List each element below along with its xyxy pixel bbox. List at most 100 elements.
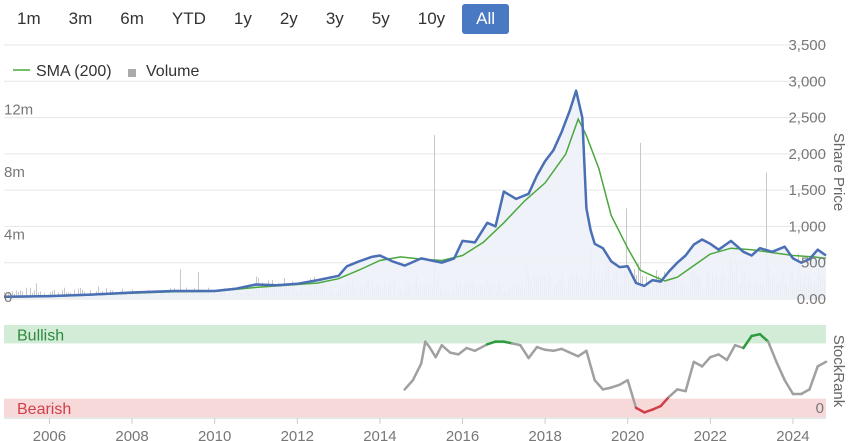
range-2y-button[interactable]: 2y: [269, 4, 309, 34]
stockrank-segment: [651, 404, 663, 411]
volume-bar: [766, 172, 767, 299]
stockrank-segment: [609, 383, 621, 389]
volume-bar: [54, 289, 55, 299]
range-1y-button[interactable]: 1y: [223, 4, 263, 34]
stockrank-segment: [799, 388, 811, 396]
range-3m-button[interactable]: 3m: [58, 4, 104, 34]
stockrank-segment: [419, 340, 427, 365]
x-tick-label: 2018: [528, 428, 561, 441]
stockrank-segment: [758, 332, 770, 343]
legend-sma-label[interactable]: SMA (200): [36, 63, 112, 80]
volume-y-ticks: 0 4m 8m 12m: [4, 102, 33, 307]
stockrank-segment: [750, 332, 762, 338]
stockrank-segment: [434, 343, 444, 359]
stockrank-segment: [700, 355, 712, 368]
x-tick-label: 2024: [776, 428, 809, 441]
volume-y-tick: 8m: [4, 164, 25, 181]
stockrank-segment: [709, 353, 720, 359]
price-area: [4, 90, 826, 299]
band-bearish: [4, 398, 826, 417]
volume-bar: [26, 287, 27, 299]
stockrank-segment: [543, 348, 555, 353]
volume-y-tick: 0: [4, 289, 12, 306]
stockrank-segment: [766, 340, 778, 364]
range-all-button[interactable]: All: [462, 4, 510, 34]
stockrank-line: [403, 332, 828, 414]
stockrank-segment: [457, 346, 468, 356]
stockrank-segment: [448, 351, 460, 356]
stockrank-segment: [742, 334, 753, 350]
stockrank-segment: [684, 360, 696, 393]
volume-bar: [638, 263, 639, 299]
band-label-bullish: Bullish: [17, 327, 64, 344]
x-axis: 2006 2008 2010 2012 2014 2016 2018 2020 2022 2024: [4, 417, 826, 441]
stockrank-segment: [576, 349, 588, 358]
volume-y-tick: 12m: [4, 102, 33, 119]
stockrank-segment: [585, 349, 596, 382]
stockrank-segment: [560, 347, 572, 354]
price-y-ticks: 0.00 500 1,000 1,500 2,000 2,500 3,000 3,500: [788, 37, 826, 308]
stockrank-segment: [403, 378, 415, 391]
x-tick-label: 2022: [694, 428, 727, 441]
price-y-tick: 1,000: [788, 218, 826, 235]
stockrank-segment: [568, 351, 580, 358]
stockrank-segment: [473, 343, 489, 353]
volume-bar: [12, 291, 13, 299]
range-3y-button[interactable]: 3y: [315, 4, 355, 34]
stockrank-bands: Bullish Bearish: [4, 325, 826, 418]
stockrank-segment: [527, 345, 539, 360]
range-ytd-button[interactable]: YTD: [161, 4, 217, 34]
x-tick-label: 2012: [281, 428, 314, 441]
volume-bar: [30, 287, 31, 299]
stockrank-axis-title: StockRank: [830, 335, 847, 408]
stockrank-segment: [634, 406, 646, 414]
volume-bar: [180, 269, 181, 299]
stockrank-segment: [626, 378, 638, 410]
volume-bar: [20, 290, 21, 299]
price-y-tick: 0.00: [797, 291, 826, 308]
volume-bar: [434, 134, 435, 299]
stockrank-segment: [428, 345, 437, 359]
stockrank-segment: [816, 360, 828, 368]
range-6m-button[interactable]: 6m: [109, 4, 155, 34]
price-line: [3, 89, 827, 299]
price-axis-title: Share Price: [830, 133, 847, 211]
x-tick-label: 2014: [363, 428, 396, 441]
range-5y-button[interactable]: 5y: [361, 4, 401, 34]
range-selector: 1m 3m 6m YTD 1y 2y 3y 5y 10y All: [0, 0, 858, 38]
price-y-tick: 2,000: [788, 146, 826, 163]
stockrank-segment: [659, 395, 671, 408]
x-tick-label: 2006: [33, 428, 66, 441]
band-bullish: [4, 325, 826, 344]
volume-bar: [4, 292, 5, 299]
range-10y-button[interactable]: 10y: [407, 4, 456, 34]
x-tick-label: 2016: [446, 428, 479, 441]
volume-bar: [16, 290, 17, 299]
stockrank-segment: [502, 340, 514, 345]
stockrank-segment: [643, 408, 654, 414]
stockrank-y-tick: 0: [816, 400, 824, 417]
stockrank-segment: [593, 378, 605, 391]
legend-volume-label[interactable]: Volume: [146, 63, 199, 80]
stockrank-segment: [783, 378, 795, 396]
x-tick-label: 2008: [115, 428, 148, 441]
volume-y-tick: 4m: [4, 227, 25, 244]
volume-bar: [98, 286, 99, 299]
stockrank-segment: [725, 343, 737, 362]
volume-bar: [640, 142, 641, 299]
price-y-tick: 3,500: [788, 37, 826, 54]
volume-bar: [36, 283, 37, 299]
stockrank-segment: [733, 343, 745, 350]
volume-bar: [198, 272, 199, 299]
sma-line: [3, 117, 827, 298]
volume-bar: [626, 208, 627, 299]
stockrank-segment: [676, 388, 687, 393]
stockrank-segment: [486, 340, 497, 346]
stockrank-segment: [510, 342, 522, 347]
stockrank-segment: [465, 346, 477, 353]
volume-bar: [22, 291, 23, 299]
legend-volume-swatch: [128, 69, 136, 77]
range-1m-button[interactable]: 1m: [6, 4, 52, 34]
stockrank-segment: [692, 360, 704, 368]
